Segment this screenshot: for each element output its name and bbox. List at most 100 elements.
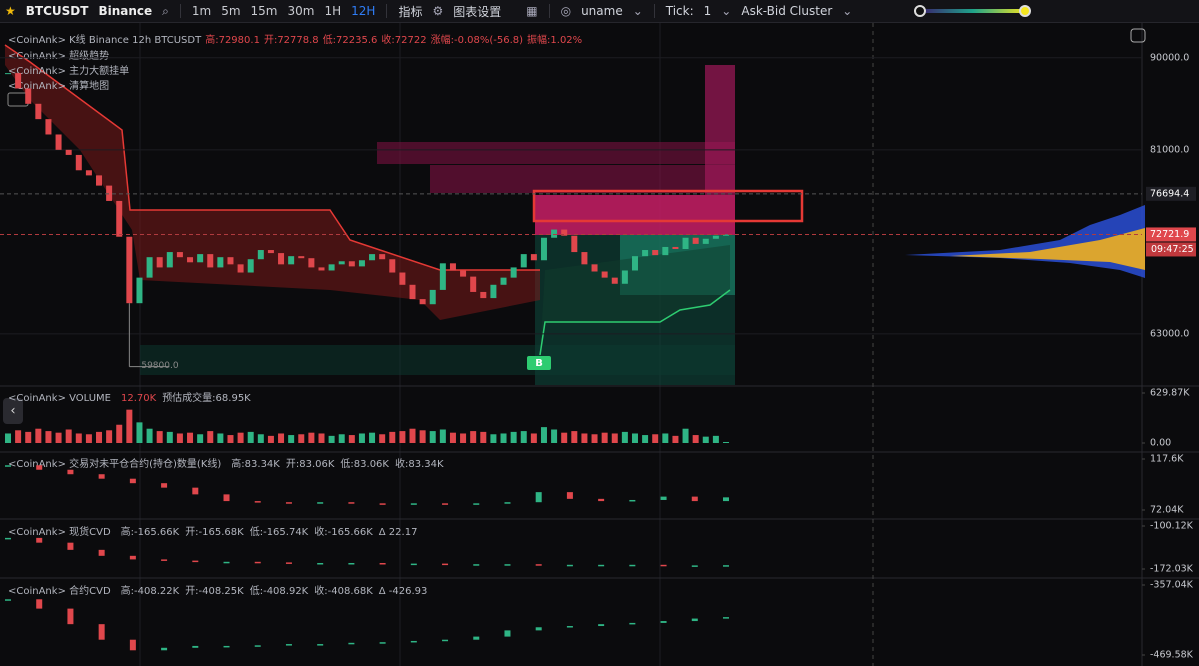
volume-bar bbox=[187, 432, 194, 443]
legend-field: 高:-408.22K bbox=[121, 584, 180, 597]
layout-icon[interactable]: ▦ bbox=[526, 4, 538, 18]
supertrend-line bbox=[4, 44, 540, 271]
mode[interactable]: Ask-Bid Cluster bbox=[741, 4, 833, 18]
tick-value[interactable]: 1 bbox=[703, 4, 712, 18]
indicator-candle bbox=[410, 640, 417, 643]
indicator-candle bbox=[535, 492, 542, 503]
search-icon[interactable]: ⌕ bbox=[162, 3, 169, 18]
candle bbox=[227, 257, 234, 265]
indicator-candle bbox=[161, 559, 168, 561]
screenshot-button[interactable] bbox=[1130, 28, 1146, 43]
volume-bar bbox=[642, 435, 649, 443]
price-tag bbox=[1146, 227, 1196, 242]
indicator-candle bbox=[129, 555, 136, 560]
indicator-candle bbox=[566, 626, 573, 628]
exchange[interactable]: Binance bbox=[98, 4, 153, 18]
candle bbox=[35, 103, 42, 120]
candle bbox=[581, 252, 588, 265]
volume-bar bbox=[247, 431, 254, 443]
symbol[interactable]: BTCUSDT bbox=[25, 4, 89, 18]
legend-field: <CoinAnk> 现货CVD bbox=[8, 525, 111, 538]
candle bbox=[571, 235, 578, 253]
volume-bar bbox=[75, 433, 82, 443]
interval[interactable]: 1H bbox=[324, 4, 342, 18]
indicator-candle bbox=[629, 499, 636, 502]
volume-bar bbox=[267, 435, 274, 443]
price-tag bbox=[1146, 186, 1196, 201]
interval[interactable]: 15m bbox=[250, 4, 278, 18]
indicator-candle bbox=[410, 563, 417, 566]
candle bbox=[348, 261, 355, 267]
volume-bar bbox=[611, 433, 618, 443]
y-tick-label: 629.87K bbox=[1150, 388, 1190, 399]
indicator-candle bbox=[348, 563, 355, 565]
legend-field: 高:-165.66K bbox=[121, 525, 180, 538]
separator bbox=[386, 4, 388, 18]
user[interactable]: uname bbox=[581, 4, 623, 18]
candle bbox=[207, 254, 214, 268]
y-tick-label: 81000.0 bbox=[1150, 144, 1189, 155]
volume-bar bbox=[672, 435, 679, 443]
legend-field: <CoinAnk> VOLUME bbox=[8, 393, 111, 404]
slider-handle[interactable] bbox=[1019, 5, 1032, 17]
color-slider[interactable] bbox=[913, 4, 1033, 18]
separator bbox=[179, 4, 181, 18]
pane-legend: <CoinAnk> 交易对未平仓合约(持仓)数量(K线) 高:83.34K 开:83… bbox=[8, 457, 444, 470]
pane-legend: <CoinAnk> 合约CVD 高:-408.22K 开:-408.25K 低:-40… bbox=[8, 584, 427, 597]
interval[interactable]: 5m bbox=[221, 4, 241, 18]
settings-icon[interactable]: ⚙ bbox=[432, 4, 444, 18]
legend-field: 开:-408.25K bbox=[185, 586, 244, 597]
volume-bar bbox=[692, 435, 699, 443]
indicators-button[interactable]: 指标 bbox=[398, 4, 423, 19]
candle bbox=[621, 270, 628, 284]
dropdown-icon[interactable]: ⌄ bbox=[721, 4, 732, 18]
volume-bar bbox=[106, 430, 113, 443]
indicator-candle bbox=[629, 622, 636, 625]
candle bbox=[217, 257, 224, 268]
indicator-candle bbox=[192, 487, 199, 495]
indicator-candle bbox=[67, 469, 74, 475]
pane-legend: <CoinAnk> VOLUME 12.70K 预估成交量:68.95K bbox=[8, 391, 251, 404]
indicator-candle bbox=[285, 644, 292, 646]
candle bbox=[176, 252, 183, 258]
indicator-candle bbox=[442, 639, 449, 642]
heat-band bbox=[535, 195, 735, 235]
volume-bar bbox=[399, 431, 406, 443]
legend-field: 低:72235.6 bbox=[323, 33, 378, 46]
user-icon[interactable]: ◎ bbox=[560, 4, 572, 18]
candle bbox=[439, 263, 446, 290]
volume-bar bbox=[15, 430, 22, 443]
volume-bar bbox=[470, 431, 477, 443]
volume-bar bbox=[288, 435, 295, 443]
indicator-candle bbox=[129, 639, 136, 651]
interval[interactable]: 12H bbox=[351, 4, 376, 18]
candle bbox=[682, 237, 689, 250]
legend-field: 收:72722 bbox=[381, 33, 426, 46]
dropdown-icon[interactable]: ⌄ bbox=[632, 4, 643, 18]
indicator-candle bbox=[67, 608, 74, 625]
dropdown-icon[interactable]: ⌄ bbox=[842, 4, 853, 18]
volume-bar bbox=[55, 432, 62, 443]
highlight-box bbox=[532, 189, 804, 223]
interval[interactable]: 1m bbox=[191, 4, 212, 18]
interval[interactable]: 30m bbox=[287, 4, 315, 18]
indicator-candle bbox=[473, 503, 480, 505]
volume-bar bbox=[65, 429, 72, 443]
settings-button[interactable]: 图表设置 bbox=[453, 4, 502, 19]
collapse-button[interactable] bbox=[3, 398, 23, 424]
heat-band bbox=[705, 65, 735, 195]
candle bbox=[308, 258, 315, 268]
indicator-candle bbox=[254, 561, 261, 564]
toggle-button[interactable] bbox=[7, 92, 29, 107]
legend-field: 涨幅:-0.08%(-56.8) bbox=[431, 33, 524, 46]
slider-handle[interactable] bbox=[914, 5, 927, 17]
candle bbox=[358, 260, 365, 267]
star-icon[interactable]: ★ bbox=[5, 4, 16, 18]
candle bbox=[25, 88, 32, 104]
indicator-candle bbox=[192, 645, 199, 648]
collapse-icon[interactable]: ‹ bbox=[10, 404, 15, 419]
candle bbox=[409, 284, 416, 300]
candle bbox=[197, 254, 204, 263]
candle bbox=[278, 253, 285, 265]
volume-bar bbox=[631, 433, 638, 443]
